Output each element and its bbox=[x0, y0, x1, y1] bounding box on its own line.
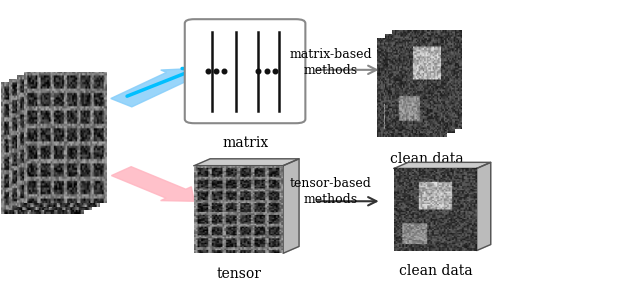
Text: matrix-based
methods: matrix-based methods bbox=[289, 48, 372, 77]
FancyArrow shape bbox=[111, 68, 195, 107]
Polygon shape bbox=[283, 159, 299, 253]
Text: tensor-based
methods: tensor-based methods bbox=[290, 177, 372, 206]
FancyArrow shape bbox=[111, 167, 195, 201]
Text: matrix: matrix bbox=[222, 135, 268, 150]
Text: clean data: clean data bbox=[399, 264, 472, 278]
Polygon shape bbox=[477, 162, 491, 250]
Polygon shape bbox=[195, 159, 299, 166]
Polygon shape bbox=[394, 162, 491, 168]
FancyBboxPatch shape bbox=[185, 19, 305, 123]
Text: clean data: clean data bbox=[390, 152, 464, 166]
Text: tensor: tensor bbox=[216, 267, 261, 281]
